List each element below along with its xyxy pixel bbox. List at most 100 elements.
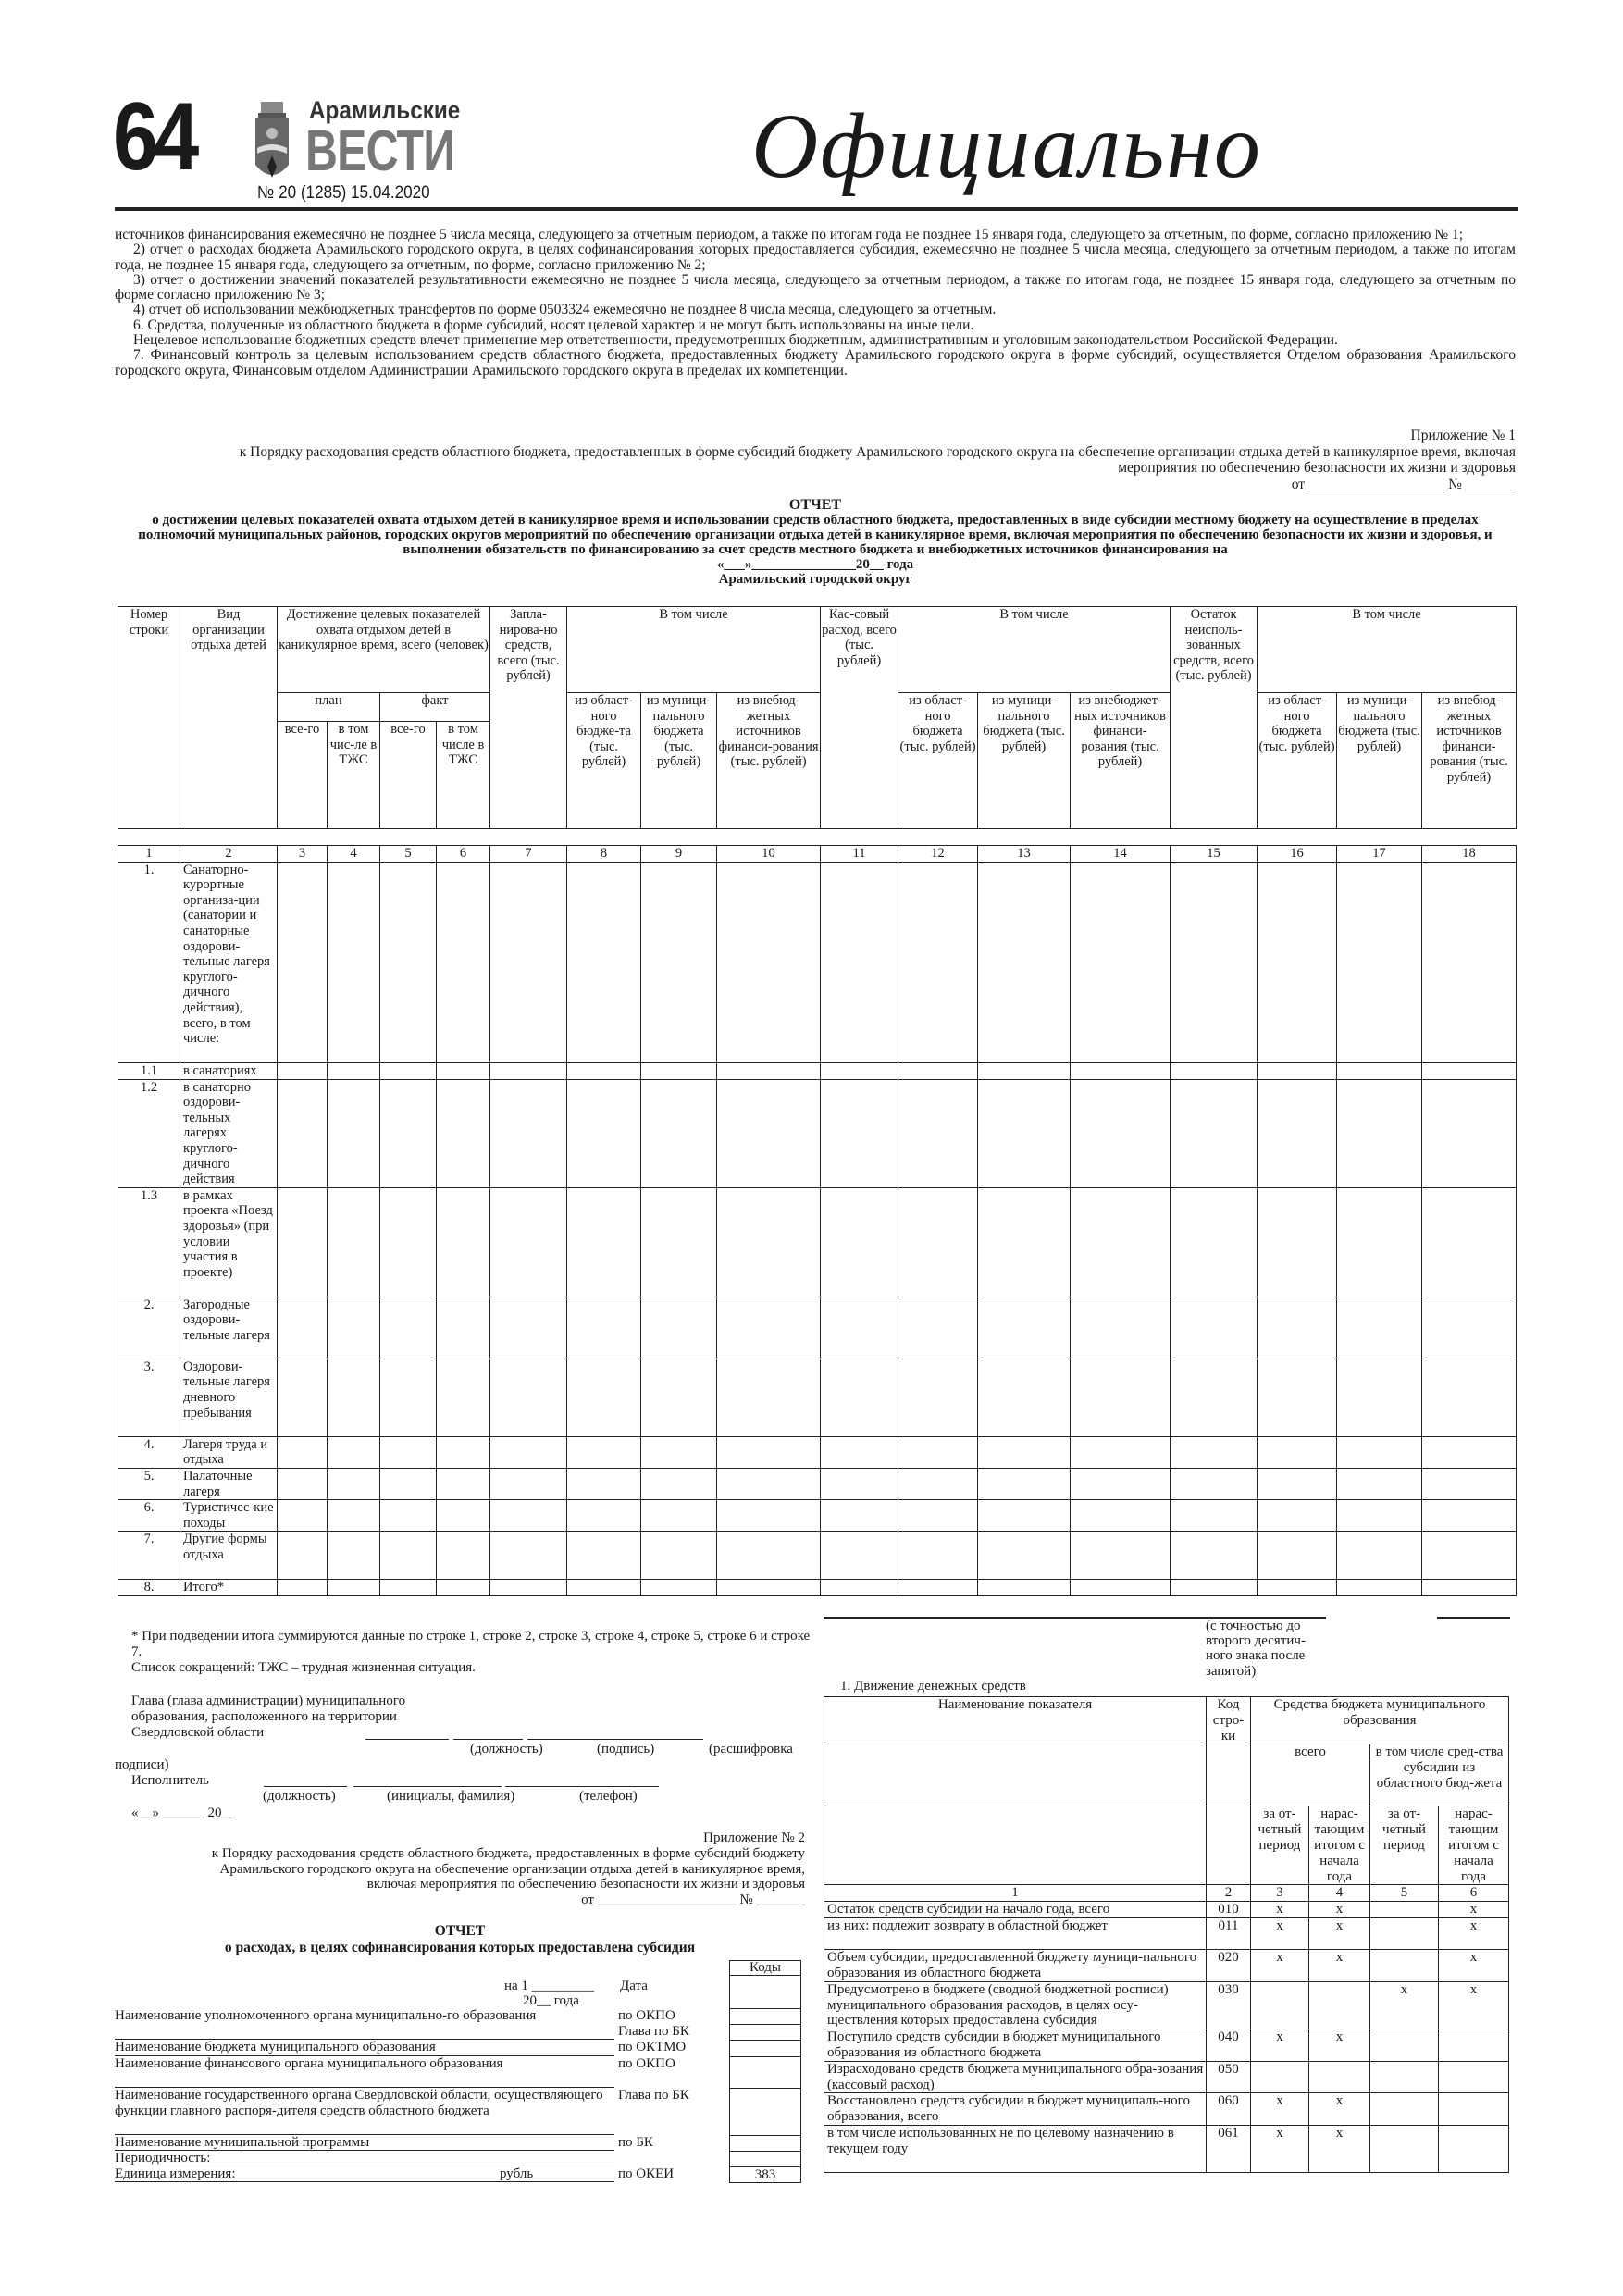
value-cell <box>1369 1917 1439 1951</box>
header-c13: из муници-пального бюджета (тыс. рублей) <box>977 692 1072 829</box>
report-subtitle: о достижении целевых показателей охвата … <box>138 513 1493 557</box>
appendix-title: Приложение № 2 <box>703 1831 805 1845</box>
data-cell <box>1421 1579 1517 1596</box>
executor-phone-caption: (телефон) <box>579 1789 638 1804</box>
column-number: 15 <box>1170 845 1258 863</box>
head-label: Глава (глава администрации) муниципально… <box>131 1694 406 1708</box>
code-label: по ОКЕИ <box>618 2166 675 2181</box>
report-subtitle: о расходах, в целях софинансирования кот… <box>224 1940 696 1955</box>
signature-date: «__» ______ 20__ <box>131 1806 236 1820</box>
data-cell <box>1421 1186 1517 1297</box>
decoding-caption: (расшифровка <box>709 1742 793 1756</box>
data-cell <box>327 1499 380 1533</box>
report-1-body-table: 1 2 3 4 5 6 7 8 9 10 11 12 13 14 15 16 17 18 1. Санаторно-к… <box>118 845 1517 1596</box>
report-date: «___»_______________20__ года <box>716 557 914 572</box>
data-cell <box>379 861 437 1063</box>
row-number: 3. <box>118 1358 180 1437</box>
decoding-caption-2: подписи) <box>115 1757 169 1772</box>
code-value <box>729 2008 801 2025</box>
code-label: Глава по БК <box>618 2024 689 2039</box>
data-cell <box>1421 1467 1517 1501</box>
data-cell <box>327 1531 380 1581</box>
table-row: 1.2 в санаторно оздорови-тельных лагерях … <box>118 1078 1517 1188</box>
data-cell <box>277 1435 328 1469</box>
data-cell <box>1070 1579 1171 1596</box>
column-number: 4 <box>327 845 380 863</box>
data-cell <box>1257 1499 1337 1533</box>
column-number: 6 <box>436 845 490 863</box>
data-cell <box>1070 1358 1171 1437</box>
signature-line <box>453 1739 523 1740</box>
appendix-2-header: Приложение № 2 к Порядку расходования ср… <box>115 1831 805 1908</box>
data-cell <box>820 1579 898 1596</box>
row-number: 1.1 <box>118 1061 180 1080</box>
page-number: 64 <box>113 83 199 191</box>
data-cell <box>716 1467 821 1501</box>
table-row: 1. Санаторно-курортные организа-ции (сана… <box>118 861 1517 1063</box>
data-cell <box>716 1061 821 1080</box>
header-c18: из внебюд-жетных источников финанси-рова… <box>1421 692 1518 829</box>
data-cell <box>436 1579 490 1596</box>
report-2-row-name: Периодичность: <box>115 2151 614 2166</box>
row-name: Санаторно-курортные организа-ции (санато… <box>180 861 278 1063</box>
appendix-date-line: от ____________________ № _______ <box>581 1893 805 1908</box>
indicator-name: Объем субсидии, предоставленной бюджету … <box>824 1949 1207 1982</box>
data-cell <box>566 1467 641 1501</box>
data-cell <box>1336 1499 1422 1533</box>
data-cell <box>898 1358 978 1437</box>
data-cell <box>640 1467 717 1501</box>
data-cell <box>716 1358 821 1437</box>
table-row: Остаток средств субсидии на начало года,… <box>824 1901 1510 1919</box>
data-cell <box>1170 1358 1258 1437</box>
footnotes: * При подведении итога суммируются данны… <box>115 1629 818 1675</box>
data-cell <box>1070 1078 1171 1188</box>
data-cell <box>977 1435 1071 1469</box>
paragraph: 2) отчет о расходах бюджета Арамильского… <box>115 242 1516 273</box>
line-code: 040 <box>1206 2029 1251 2062</box>
empty-cell <box>824 1806 1207 1886</box>
rule <box>824 1617 1326 1619</box>
executor-label: Исполнитель <box>131 1773 209 1788</box>
data-cell <box>1421 1078 1517 1188</box>
row-number: 4. <box>118 1435 180 1469</box>
data-cell <box>1421 1435 1517 1469</box>
data-cell <box>640 1296 717 1359</box>
data-cell <box>1170 1435 1258 1469</box>
data-cell <box>1336 1186 1422 1297</box>
appendix-date-line: от ___________________ № _______ <box>1291 476 1516 492</box>
data-cell <box>277 1579 328 1596</box>
data-cell <box>566 1296 641 1359</box>
data-cell <box>1070 861 1171 1063</box>
line-code: 061 <box>1206 2124 1251 2173</box>
data-cell <box>716 1531 821 1581</box>
data-cell <box>898 1435 978 1469</box>
data-cell <box>436 1499 490 1533</box>
header-cumulative: нарас-тающим итогом с начала года <box>1308 1806 1370 1886</box>
data-cell <box>820 1531 898 1581</box>
value-cell: x <box>1437 1901 1510 1919</box>
data-cell <box>1257 1061 1337 1080</box>
header-c16: из област-ного бюджета (тыс. рублей) <box>1257 692 1338 829</box>
row-name: Оздорови-тельные лагеря дневного пребыва… <box>180 1358 278 1437</box>
data-cell <box>379 1579 437 1596</box>
report-date-line1: на 1 _________ <box>504 1979 595 1993</box>
code-label: по ОКТМО <box>618 2040 687 2054</box>
code-cell-date <box>729 1975 801 2009</box>
indicator-name: Предусмотрено в бюджете (сводной бюджетн… <box>824 1980 1207 2030</box>
header-c9: из муници-пального бюджета (тыс. рублей) <box>640 692 718 829</box>
line-code: 050 <box>1206 2060 1251 2094</box>
data-cell <box>1170 1061 1258 1080</box>
footnote-total: * При подведении итога суммируются данны… <box>131 1629 811 1659</box>
data-cell <box>277 1531 328 1581</box>
data-cell <box>436 1358 490 1437</box>
table-row: Предусмотрено в бюджете (сводной бюджетн… <box>824 1980 1510 2030</box>
data-cell <box>1336 1358 1422 1437</box>
codes-header: Коды <box>729 1960 801 1976</box>
appendix-text: к Порядку расходования средств областног… <box>239 443 1516 460</box>
data-cell <box>327 1358 380 1437</box>
data-cell <box>327 1435 380 1469</box>
data-cell <box>277 1078 328 1188</box>
column-number: 2 <box>1206 1884 1251 1903</box>
header-incl: В том числе <box>898 606 1171 693</box>
paper-name-line2: ВЕСТИ <box>305 119 455 183</box>
